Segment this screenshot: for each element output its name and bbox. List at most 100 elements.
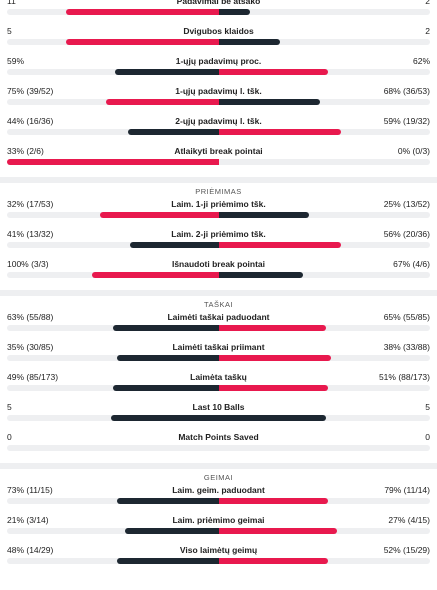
stat-bar-track (7, 242, 430, 248)
stat-label: Dvigubos klaidos (183, 26, 254, 36)
left-value: 73% (11/15) (7, 485, 53, 495)
left-bar (116, 355, 219, 361)
stat-row: 0 Match Points Saved 0 (0, 433, 437, 463)
left-value: 33% (2/6) (7, 146, 44, 156)
left-bar-area (7, 528, 219, 534)
left-bar-area (7, 385, 219, 391)
stat-row: 63% (55/88) Laimėti taškai paduodant 65% (… (0, 313, 437, 343)
stat-label: Laim. 2-ji priėmimo tšk. (171, 229, 266, 239)
left-value: 5 (7, 26, 12, 36)
left-bar-area (7, 242, 219, 248)
stat-row: 21% (3/14) Laim. priėmimo geimai 27% (4/15… (0, 516, 437, 546)
left-bar-area (7, 325, 219, 331)
right-bar-area (219, 445, 431, 451)
stat-label: Laimėti taškai priimant (172, 342, 265, 352)
left-value: 75% (39/52) (7, 86, 54, 96)
left-bar-area (7, 558, 219, 564)
left-value: 35% (30/85) (7, 342, 54, 352)
section-divider (0, 177, 437, 183)
right-bar-area (218, 385, 431, 391)
right-value: 52% (15/29) (383, 545, 430, 555)
right-bar-area (218, 558, 431, 564)
left-bar (116, 498, 219, 504)
left-bar-area (7, 129, 219, 135)
right-bar (218, 129, 342, 135)
right-value: 65% (55/85) (383, 312, 430, 322)
stat-bar-track (7, 325, 430, 331)
right-bar (218, 39, 280, 45)
left-bar-area (7, 9, 219, 15)
right-bar-area (218, 9, 431, 15)
left-bar (112, 385, 219, 391)
left-bar (7, 159, 219, 165)
right-bar-area (218, 39, 431, 45)
right-value: 56% (20/36) (383, 229, 430, 239)
right-value: 5 (425, 402, 430, 412)
stat-row: 5 Last 10 Balls 5 (0, 403, 437, 433)
stat-row: 32% (17/53) Laim. 1-ji priėmimo tšk. 25% (… (0, 200, 437, 230)
match-statistics: 11 Padavimai be atsako 2 5 Dvigubos klaidos 2… (0, 0, 437, 564)
stat-bar-track (7, 415, 430, 421)
left-bar (66, 39, 219, 45)
right-bar (218, 9, 251, 15)
left-bar (91, 272, 219, 278)
right-bar-area (218, 242, 431, 248)
left-bar (66, 9, 219, 15)
stat-bar-track (7, 528, 430, 534)
stat-bar-track (7, 272, 430, 278)
stat-row: 73% (11/15) Laim. geim. paduodant 79% (11/… (0, 486, 437, 516)
left-bar-area (7, 498, 219, 504)
stat-bar-track (7, 498, 430, 504)
stat-bar-track (7, 39, 430, 45)
right-bar (218, 415, 327, 421)
right-value: 59% (19/32) (383, 116, 430, 126)
left-bar-area (7, 445, 219, 451)
stat-label: Match Points Saved (178, 432, 259, 442)
stat-label: 1-ųjų padavimų l. tšk. (175, 86, 262, 96)
left-bar (106, 99, 219, 105)
left-bar-area (7, 39, 219, 45)
section-divider (0, 290, 437, 296)
stat-row: 49% (85/173) Laimėta taškų 51% (88/173) (0, 373, 437, 403)
right-bar (218, 242, 342, 248)
stat-label: 1-ųjų padavimų proc. (175, 56, 262, 66)
stat-label: Atlaikyti break pointai (174, 146, 263, 156)
stat-label: Padavimai be atsako (176, 0, 261, 6)
left-bar (129, 242, 219, 248)
right-value: 38% (33/88) (383, 342, 430, 352)
right-bar-area (218, 415, 431, 421)
stat-row: 33% (2/6) Atlaikyti break pointai 0% (0/3) (0, 147, 437, 177)
left-bar-area (7, 272, 219, 278)
right-bar (218, 385, 329, 391)
right-bar (218, 69, 329, 75)
left-bar-area (7, 212, 219, 218)
left-bar (116, 558, 219, 564)
right-bar-area (218, 498, 431, 504)
right-bar (218, 212, 310, 218)
right-value: 2 (425, 0, 430, 6)
right-value: 68% (36/53) (383, 86, 430, 96)
right-bar (218, 558, 329, 564)
stat-label: Išnaudoti break pointai (171, 259, 266, 269)
left-bar (125, 528, 219, 534)
left-bar-area (7, 355, 219, 361)
left-bar (112, 325, 219, 331)
left-value: 44% (16/36) (7, 116, 54, 126)
right-value: 0% (0/3) (397, 146, 430, 156)
stat-label: Viso laimėtų geimų (179, 545, 258, 555)
stat-bar-track (7, 159, 430, 165)
stat-bar-track (7, 385, 430, 391)
section-divider (0, 463, 437, 469)
stat-label: Last 10 Balls (192, 402, 245, 412)
stat-row: 75% (39/52) 1-ųjų padavimų l. tšk. 68% (36… (0, 87, 437, 117)
left-value: 21% (3/14) (7, 515, 49, 525)
stat-bar-track (7, 99, 430, 105)
right-bar-area (218, 69, 431, 75)
stat-bar-track (7, 558, 430, 564)
right-bar (218, 99, 321, 105)
stat-bar-track (7, 212, 430, 218)
left-bar-area (7, 99, 219, 105)
stat-row: 44% (16/36) 2-ųjų padavimų l. tšk. 59% (19… (0, 117, 437, 147)
left-value: 41% (13/32) (7, 229, 54, 239)
right-value: 27% (4/15) (388, 515, 430, 525)
